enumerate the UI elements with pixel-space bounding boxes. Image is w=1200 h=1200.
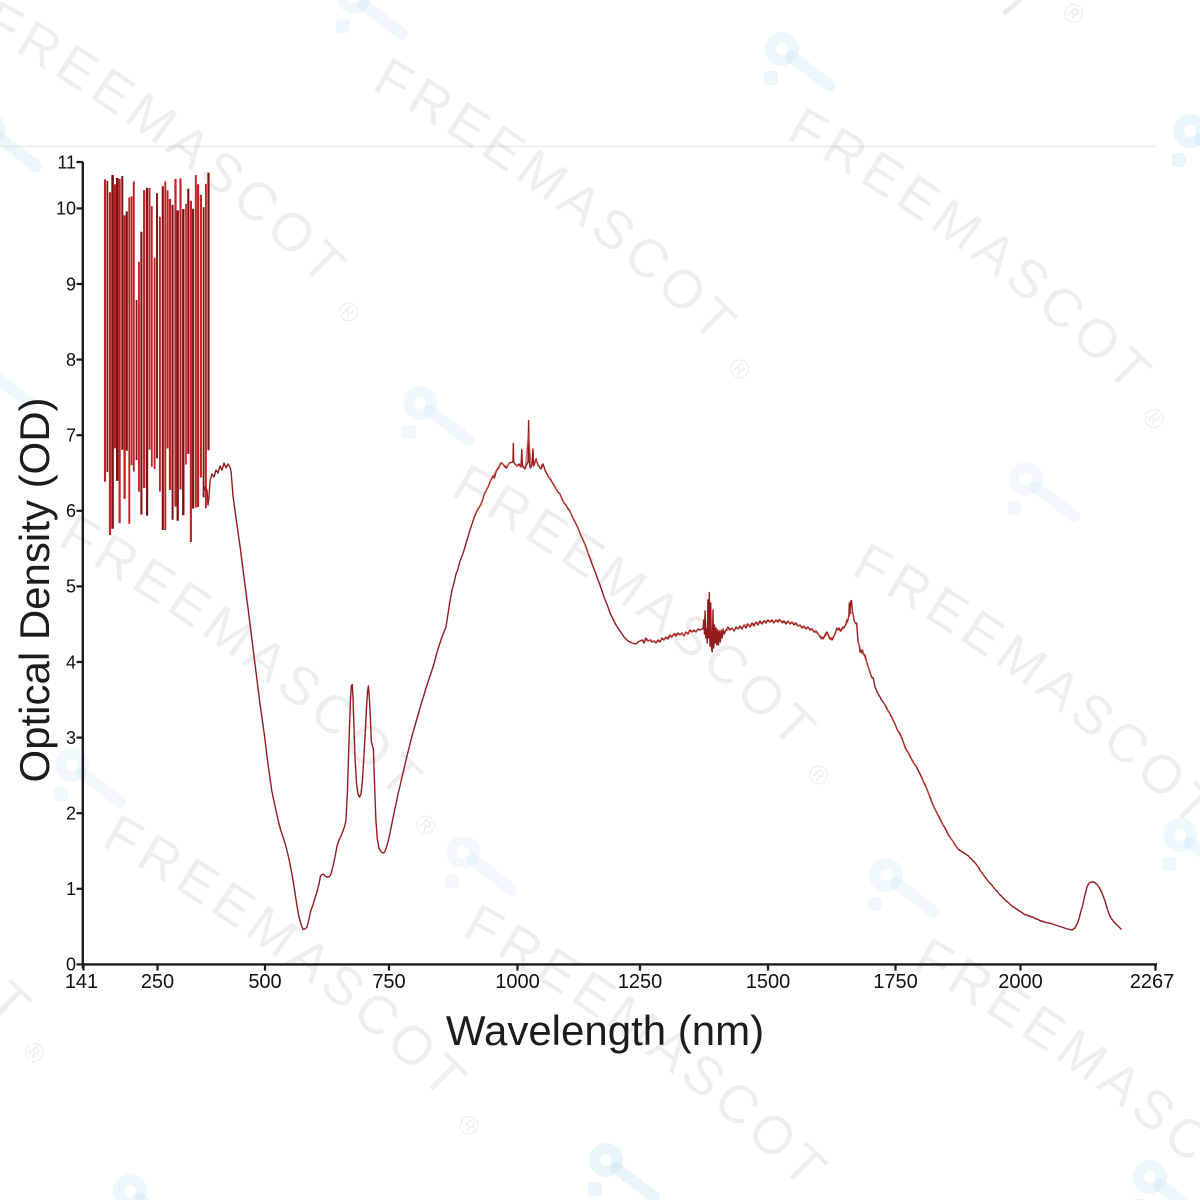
svg-text:Optical Density (OD): Optical Density (OD) bbox=[11, 397, 58, 782]
svg-text:Wavelength (nm): Wavelength (nm) bbox=[446, 1007, 764, 1054]
svg-text:8: 8 bbox=[66, 350, 76, 370]
svg-text:5: 5 bbox=[66, 577, 76, 597]
svg-text:9: 9 bbox=[66, 274, 76, 294]
svg-text:2267: 2267 bbox=[1130, 971, 1175, 993]
svg-text:500: 500 bbox=[248, 971, 281, 993]
svg-text:250: 250 bbox=[141, 971, 174, 993]
svg-text:11: 11 bbox=[57, 152, 76, 172]
svg-text:2000: 2000 bbox=[998, 971, 1043, 993]
svg-text:141: 141 bbox=[65, 971, 98, 993]
svg-text:3: 3 bbox=[66, 728, 76, 748]
svg-text:2: 2 bbox=[66, 804, 76, 824]
svg-text:7: 7 bbox=[66, 426, 76, 446]
svg-text:6: 6 bbox=[66, 501, 76, 521]
svg-text:0: 0 bbox=[66, 955, 76, 975]
svg-text:1000: 1000 bbox=[495, 971, 540, 993]
svg-text:1750: 1750 bbox=[873, 971, 918, 993]
svg-text:10: 10 bbox=[56, 199, 76, 219]
svg-text:1: 1 bbox=[66, 879, 76, 899]
svg-text:750: 750 bbox=[372, 971, 405, 993]
svg-text:4: 4 bbox=[66, 652, 76, 672]
svg-text:1500: 1500 bbox=[746, 971, 791, 993]
svg-text:1250: 1250 bbox=[618, 971, 663, 993]
